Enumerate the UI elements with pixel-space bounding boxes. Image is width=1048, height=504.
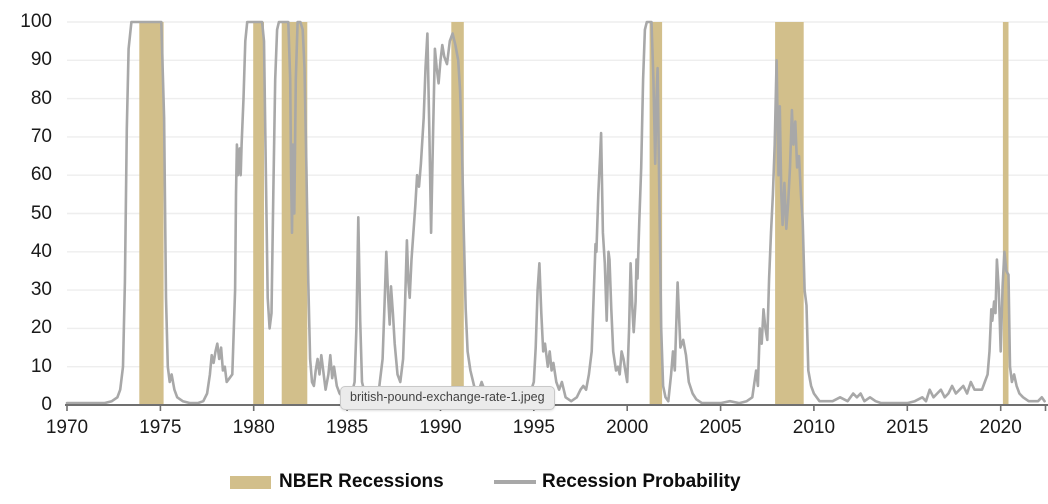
legend-item-recession-probability: Recession Probability bbox=[494, 471, 741, 493]
y-tick-label: 30 bbox=[30, 279, 52, 301]
y-tick-label: 90 bbox=[30, 49, 52, 71]
x-tick-label: 1985 bbox=[325, 417, 369, 438]
legend-label-recession-probability: Recession Probability bbox=[542, 471, 741, 492]
x-tick-label: 2000 bbox=[606, 417, 649, 438]
y-tick-label: 70 bbox=[30, 125, 52, 147]
y-tick-label: 20 bbox=[30, 317, 52, 339]
x-tick-label: 1980 bbox=[232, 417, 275, 438]
x-tick-label: 2020 bbox=[979, 417, 1022, 438]
recession-band bbox=[775, 22, 804, 405]
y-tick-label: 50 bbox=[30, 202, 52, 224]
y-tick-label: 60 bbox=[30, 164, 52, 186]
legend-label-nber-recessions: NBER Recessions bbox=[279, 471, 444, 492]
legend-line-swatch bbox=[494, 480, 536, 484]
probability-line bbox=[65, 20, 1046, 405]
x-tick-label: 1970 bbox=[45, 417, 89, 438]
recession-band bbox=[451, 22, 464, 405]
x-tick-label: 1990 bbox=[419, 417, 462, 438]
x-tick-label: 2005 bbox=[699, 417, 742, 438]
y-tick-label: 40 bbox=[30, 240, 52, 262]
x-tick-label: 2010 bbox=[792, 417, 836, 438]
x-tick-label: 1995 bbox=[512, 417, 555, 438]
y-tick-label: 100 bbox=[20, 11, 52, 32]
filename-tooltip: british-pound-exchange-rate-1.jpeg bbox=[340, 386, 555, 410]
y-tick-label: 0 bbox=[41, 394, 52, 415]
y-tick-label: 80 bbox=[30, 87, 52, 109]
recession-band bbox=[253, 22, 264, 405]
x-tick-label: 1975 bbox=[139, 417, 182, 438]
recession-band bbox=[139, 22, 164, 405]
legend-band-swatch bbox=[230, 475, 271, 489]
x-tick-label: 2015 bbox=[886, 417, 929, 438]
recession-band bbox=[1002, 22, 1009, 405]
y-tick-label: 10 bbox=[30, 355, 52, 377]
legend-item-nber-recessions: NBER Recessions bbox=[230, 471, 444, 493]
